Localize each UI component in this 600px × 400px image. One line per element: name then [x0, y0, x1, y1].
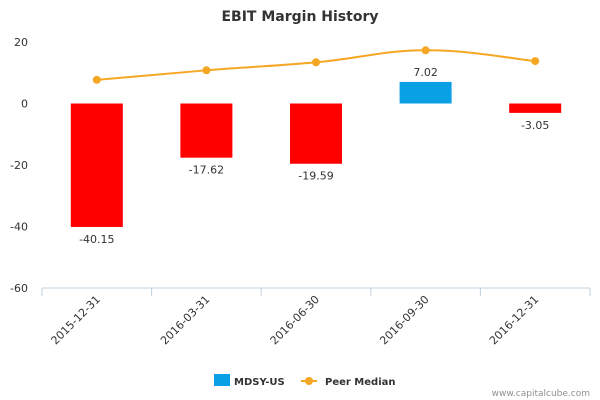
peer-median-point[interactable]	[92, 75, 101, 84]
x-axis: 2015-12-31 2016-03-31 2016-06-30 2016-09-30…	[41, 288, 591, 347]
credit-text: www.capitalcube.com	[492, 389, 590, 399]
legend-swatch-mdsy	[214, 374, 230, 386]
bar-data-label: 7.02	[413, 66, 438, 79]
bar-data-label: -3.05	[521, 119, 549, 132]
peer-median-point[interactable]	[421, 46, 430, 55]
legend-marker-icon	[305, 377, 313, 385]
legend-label-peer-median: Peer Median	[325, 377, 396, 388]
y-tick-label: -40	[10, 221, 28, 234]
y-axis: 20 0 -20 -40 -60	[10, 36, 28, 295]
peer-median-point[interactable]	[312, 58, 320, 67]
y-tick-label: 20	[14, 36, 28, 49]
legend-item-mdsy[interactable]: MDSY-US	[214, 374, 285, 388]
legend-label-mdsy: MDSY-US	[234, 377, 285, 388]
peer-median-point[interactable]	[531, 57, 540, 66]
y-tick-label: -60	[10, 282, 28, 295]
x-tick-label: 2016-09-30	[377, 293, 431, 347]
x-tick-label: 2015-12-31	[49, 293, 103, 347]
x-tick-label: 2016-03-31	[158, 293, 212, 347]
bar[interactable]	[399, 81, 452, 104]
y-tick-label: 0	[21, 98, 28, 111]
legend-item-peer-median[interactable]: Peer Median	[301, 377, 396, 388]
bar[interactable]	[180, 103, 233, 158]
y-tick-label: -20	[10, 159, 28, 172]
bar[interactable]	[70, 103, 123, 227]
bar-data-label: -40.15	[79, 233, 114, 246]
bar[interactable]	[509, 103, 562, 113]
bar[interactable]	[290, 103, 342, 164]
legend: MDSY-US Peer Median	[214, 374, 396, 388]
peer-median-point[interactable]	[202, 66, 211, 75]
x-tick-label: 2016-06-30	[268, 293, 322, 347]
bar-data-label: -19.59	[298, 170, 333, 183]
x-tick-label: 2016-12-31	[487, 293, 541, 347]
chart-title: EBIT Margin History	[221, 9, 378, 25]
line-series	[92, 46, 540, 84]
bar-series	[70, 81, 562, 227]
bar-data-label: -17.62	[189, 164, 224, 177]
bar-data-labels: -40.15 -17.62 -19.59 7.02 -3.05	[79, 66, 549, 246]
